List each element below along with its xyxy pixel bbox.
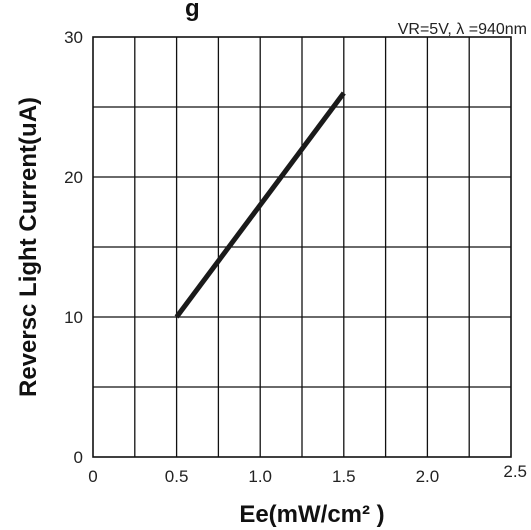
x-tick-label: 0.5 (165, 467, 189, 486)
x-tick-label: 0 (88, 467, 97, 486)
y-tick-label: 10 (64, 308, 83, 327)
chart-title-fragment: g (185, 0, 200, 22)
x-tick-label: 1.5 (332, 467, 356, 486)
plot-frame (92, 36, 512, 458)
y-tick-label: 30 (64, 28, 83, 47)
x-tick-label: 2.5 (503, 462, 527, 481)
y-tick-label: 20 (64, 168, 83, 187)
series-line (174, 91, 346, 319)
tick-labels: 0 10 20 30 0 0.5 1.0 1.5 2.0 2.5 (64, 28, 527, 486)
y-axis-title: Reversc Light Current(uA) (15, 97, 42, 397)
x-axis-title: Ee(mW/cm² ) (239, 501, 384, 528)
grid (92, 36, 512, 458)
series-layer (174, 91, 346, 319)
x-tick-label: 1.0 (248, 467, 272, 486)
x-tick-label: 2.0 (416, 467, 440, 486)
condition-annotation: VR=5V, λ =940nm (398, 21, 527, 38)
y-tick-label: 0 (74, 448, 83, 467)
